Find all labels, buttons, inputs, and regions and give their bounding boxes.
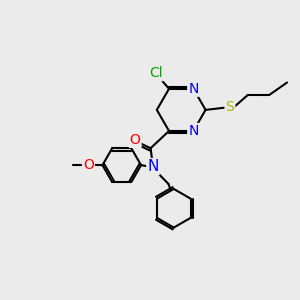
Text: N: N xyxy=(147,159,159,174)
Text: N: N xyxy=(188,82,199,96)
Text: N: N xyxy=(188,124,199,138)
Text: O: O xyxy=(83,158,94,172)
Text: S: S xyxy=(226,100,234,115)
Text: Cl: Cl xyxy=(149,66,163,80)
Text: O: O xyxy=(130,133,141,147)
